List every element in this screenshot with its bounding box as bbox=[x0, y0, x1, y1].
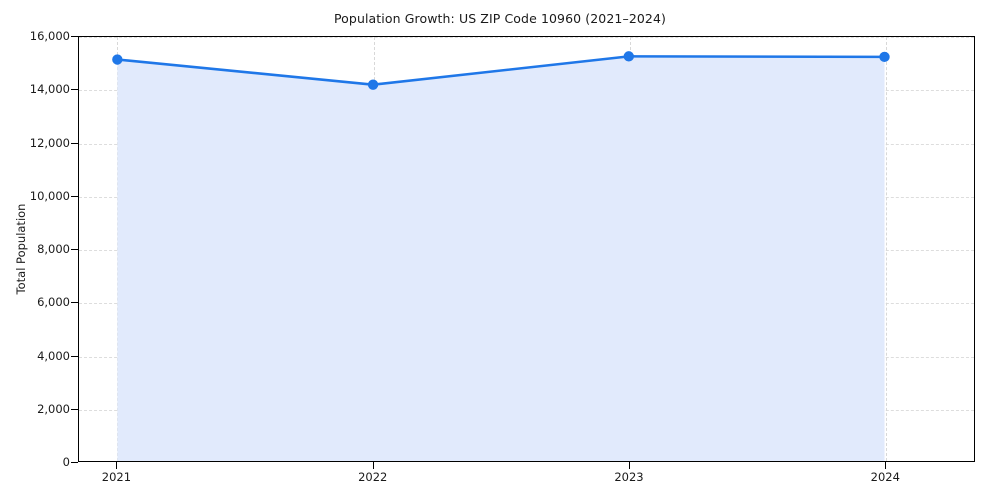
data-point-marker bbox=[623, 51, 634, 62]
y-axis-tick-mark bbox=[71, 355, 78, 357]
y-axis-tick-mark bbox=[71, 195, 78, 197]
y-axis-tick-mark bbox=[71, 36, 78, 37]
x-axis-tick-label: 2023 bbox=[614, 470, 644, 484]
line-series bbox=[116, 55, 886, 86]
y-axis-tick-mark bbox=[71, 462, 78, 463]
y-axis-tick-mark bbox=[71, 302, 78, 304]
y-axis-tick-mark bbox=[71, 408, 78, 410]
y-axis-tick-label: 12,000 bbox=[29, 135, 70, 150]
chart-title: Population Growth: US ZIP Code 10960 (20… bbox=[333, 11, 667, 26]
y-axis-tick-label: 2,000 bbox=[37, 401, 70, 416]
gridline-horizontal bbox=[79, 37, 974, 38]
y-axis-tick-label: 16,000 bbox=[29, 29, 70, 43]
x-axis-tick-label: 2021 bbox=[101, 470, 132, 484]
data-point-marker bbox=[367, 79, 379, 90]
y-axis-tick-label: 4,000 bbox=[37, 348, 70, 363]
y-axis-tick-label: 8,000 bbox=[37, 242, 70, 256]
series-plot bbox=[112, 51, 890, 461]
data-point-markers bbox=[112, 51, 890, 90]
y-axis-tick-label: 10,000 bbox=[29, 188, 70, 203]
x-axis-tick-label: 2024 bbox=[870, 470, 900, 484]
x-axis-tick-mark bbox=[629, 462, 630, 469]
plot-area bbox=[78, 36, 975, 462]
x-axis-tick-label: 2022 bbox=[358, 470, 388, 484]
y-axis-tick-label: 0 bbox=[62, 455, 70, 469]
area-fill bbox=[117, 56, 885, 461]
data-point-marker bbox=[879, 51, 890, 63]
data-point-marker bbox=[112, 54, 123, 65]
y-axis-tick-mark bbox=[71, 249, 78, 250]
x-axis-tick-mark bbox=[885, 462, 887, 469]
y-axis-tick-mark bbox=[71, 142, 78, 144]
gridline-vertical bbox=[886, 37, 888, 461]
x-axis-tick-mark bbox=[372, 462, 374, 469]
y-axis-tick-label: 14,000 bbox=[29, 82, 70, 97]
x-axis-tick-mark bbox=[116, 462, 118, 469]
y-axis-tick-mark bbox=[71, 89, 78, 91]
y-axis-tick-label: 6,000 bbox=[37, 295, 70, 310]
